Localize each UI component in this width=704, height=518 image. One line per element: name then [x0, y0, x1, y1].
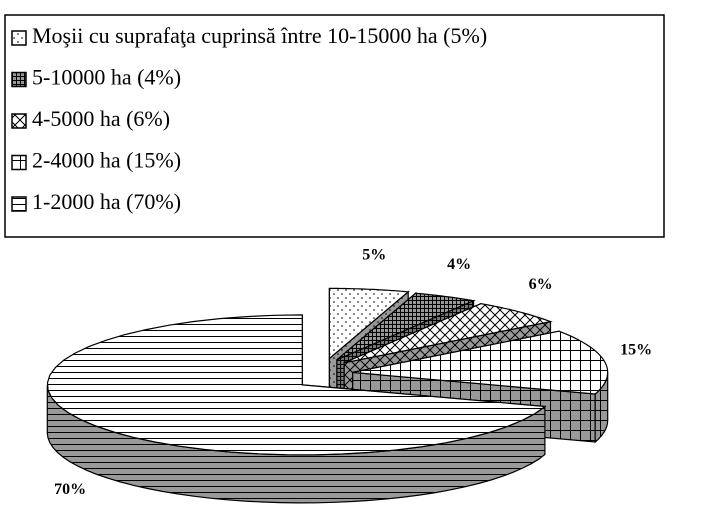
slice	[343, 303, 553, 364]
legend-box	[4, 14, 665, 238]
legend-label: 2-4000 ha (15%)	[32, 148, 181, 173]
legend-label: 5-10000 ha (4%)	[32, 65, 181, 90]
legend-swatch	[11, 71, 27, 88]
value-label: 15%	[620, 342, 652, 359]
slice	[46, 314, 547, 456]
legend-label: Moşii cu suprafaţa cuprinsă între 10-150…	[32, 23, 487, 48]
legend-label: 4-5000 ha (6%)	[32, 106, 170, 131]
slice	[336, 292, 476, 361]
legend-swatch	[11, 113, 27, 129]
legend-swatch	[11, 196, 27, 212]
value-label: 4%	[447, 256, 471, 273]
slice	[352, 330, 609, 395]
legend-swatch	[11, 154, 27, 171]
slice	[328, 287, 410, 360]
value-label: 6%	[529, 276, 553, 293]
value-label: 70%	[54, 481, 86, 498]
value-label: 5%	[362, 246, 386, 263]
legend-swatch	[11, 30, 27, 46]
legend-label: 1-2000 ha (70%)	[32, 189, 181, 214]
